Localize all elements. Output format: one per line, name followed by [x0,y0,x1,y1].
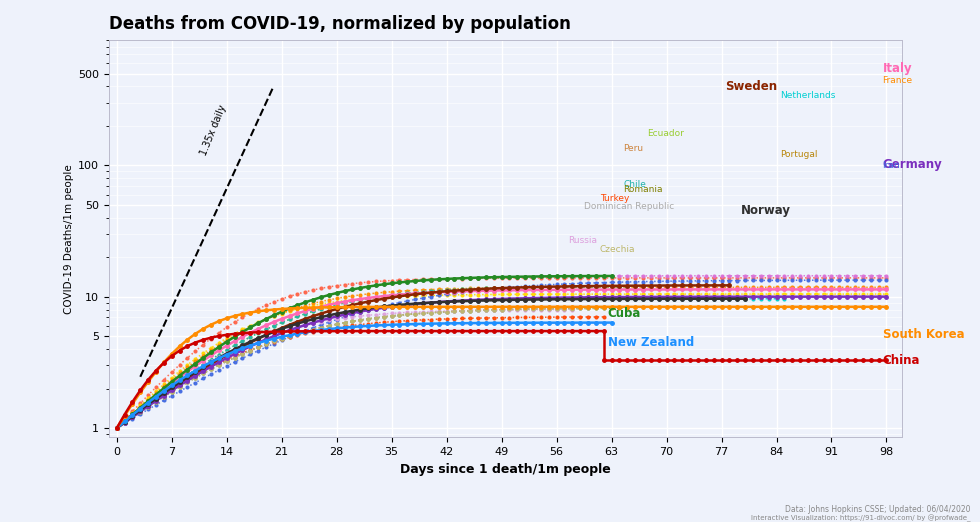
Text: France: France [883,76,912,86]
Text: 1.35x daily: 1.35x daily [199,103,228,157]
Y-axis label: COVID-19 Deaths/1m people: COVID-19 Deaths/1m people [64,164,74,314]
X-axis label: Days since 1 death/1m people: Days since 1 death/1m people [400,462,611,476]
Text: China: China [883,353,920,366]
Text: Iran: Iran [883,161,901,170]
Text: Romania: Romania [623,185,662,194]
Text: Ecuador: Ecuador [647,129,684,138]
Text: Dominican Republic: Dominican Republic [584,201,674,211]
Text: Turkey: Turkey [600,194,629,203]
Text: Russia: Russia [568,235,598,245]
Text: Germany: Germany [883,158,943,171]
Text: Data: Johns Hopkins CSSE; Updated: 06/04/2020: Data: Johns Hopkins CSSE; Updated: 06/04… [785,505,970,514]
Text: Interactive Visualization: https://91-divoc.com/ by @profwade_: Interactive Visualization: https://91-di… [751,515,970,522]
Text: Italy: Italy [883,62,912,75]
Text: South Korea: South Korea [883,328,964,340]
Text: Norway: Norway [741,205,791,218]
Text: Czechia: Czechia [600,245,635,254]
Text: Portugal: Portugal [780,150,818,159]
Text: Netherlands: Netherlands [780,91,836,100]
Text: Peru: Peru [623,144,644,153]
Text: Sweden: Sweden [725,80,777,93]
Text: Cuba: Cuba [608,307,641,319]
Text: Chile: Chile [623,180,646,188]
Text: Deaths from COVID-19, normalized by population: Deaths from COVID-19, normalized by popu… [109,15,570,33]
Text: New Zealand: New Zealand [608,336,694,349]
